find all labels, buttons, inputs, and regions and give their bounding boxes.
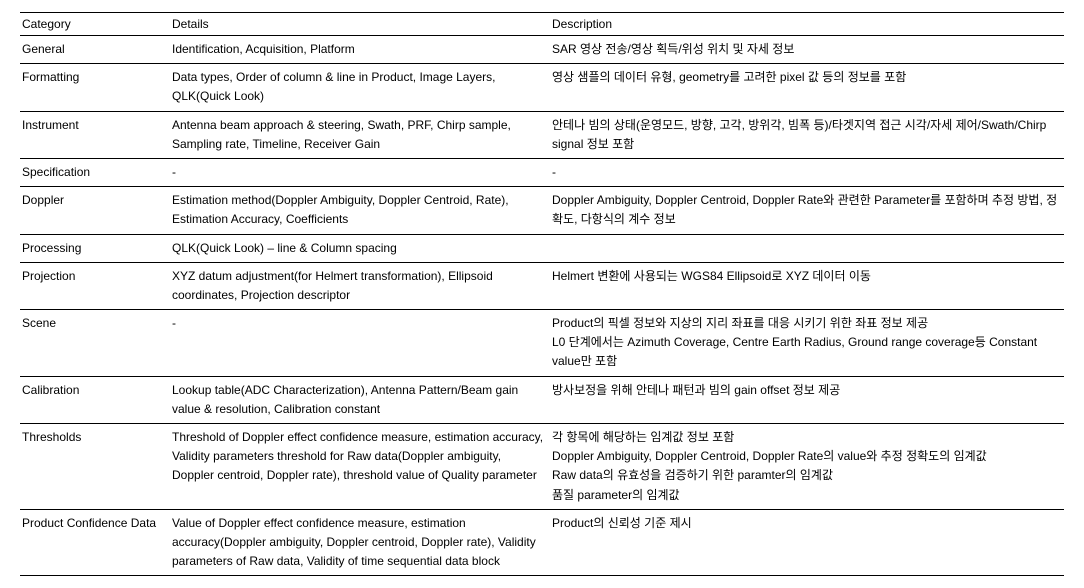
cell-details: Value of Doppler effect confidence measu… bbox=[170, 509, 550, 576]
table-row: Product Confidence DataValue of Doppler … bbox=[20, 509, 1064, 576]
table-body: GeneralIdentification, Acquisition, Plat… bbox=[20, 36, 1064, 576]
cell-details: - bbox=[170, 158, 550, 186]
cell-category: Processing bbox=[20, 234, 170, 262]
cell-category: Doppler bbox=[20, 187, 170, 234]
cell-details: - bbox=[170, 310, 550, 377]
cell-details: Threshold of Doppler effect confidence m… bbox=[170, 424, 550, 510]
table-row: ProcessingQLK(Quick Look) – line & Colum… bbox=[20, 234, 1064, 262]
cell-description: SAR 영상 전송/영상 획득/위성 위치 및 자세 정보 bbox=[550, 36, 1064, 64]
table-row: Specification-- bbox=[20, 158, 1064, 186]
cell-details: Estimation method(Doppler Ambiguity, Dop… bbox=[170, 187, 550, 234]
table-row: Scene-Product의 픽셀 정보와 지상의 지리 좌표를 대응 시키기 … bbox=[20, 310, 1064, 377]
table-row: FormattingData types, Order of column & … bbox=[20, 64, 1064, 111]
cell-category: Product Confidence Data bbox=[20, 509, 170, 576]
spec-table: Category Details Description GeneralIden… bbox=[20, 12, 1064, 576]
table-head: Category Details Description bbox=[20, 13, 1064, 36]
cell-description: 안테나 빔의 상태(운영모드, 방향, 고각, 방위각, 빔폭 등)/타겟지역 … bbox=[550, 111, 1064, 158]
cell-description: 방사보정을 위해 안테나 패턴과 빔의 gain offset 정보 제공 bbox=[550, 376, 1064, 423]
cell-description: 영상 샘플의 데이터 유형, geometry를 고려한 pixel 값 등의 … bbox=[550, 64, 1064, 111]
cell-details: QLK(Quick Look) – line & Column spacing bbox=[170, 234, 550, 262]
cell-details: Data types, Order of column & line in Pr… bbox=[170, 64, 550, 111]
cell-category: Scene bbox=[20, 310, 170, 377]
table-row: ThresholdsThreshold of Doppler effect co… bbox=[20, 424, 1064, 510]
cell-category: Instrument bbox=[20, 111, 170, 158]
col-header-details: Details bbox=[170, 13, 550, 36]
cell-description: 각 항목에 해당하는 임계값 정보 포함Doppler Ambiguity, D… bbox=[550, 424, 1064, 510]
table-row: ProjectionXYZ datum adjustment(for Helme… bbox=[20, 262, 1064, 309]
cell-description: - bbox=[550, 158, 1064, 186]
cell-details: Lookup table(ADC Characterization), Ante… bbox=[170, 376, 550, 423]
cell-description bbox=[550, 234, 1064, 262]
cell-category: General bbox=[20, 36, 170, 64]
cell-category: Thresholds bbox=[20, 424, 170, 510]
cell-description: Helmert 변환에 사용되는 WGS84 Ellipsoid로 XYZ 데이… bbox=[550, 262, 1064, 309]
cell-category: Specification bbox=[20, 158, 170, 186]
cell-details: XYZ datum adjustment(for Helmert transfo… bbox=[170, 262, 550, 309]
col-header-description: Description bbox=[550, 13, 1064, 36]
cell-category: Formatting bbox=[20, 64, 170, 111]
cell-details: Identification, Acquisition, Platform bbox=[170, 36, 550, 64]
cell-category: Projection bbox=[20, 262, 170, 309]
table-row: GeneralIdentification, Acquisition, Plat… bbox=[20, 36, 1064, 64]
cell-description: Product의 픽셀 정보와 지상의 지리 좌표를 대응 시키기 위한 좌표 … bbox=[550, 310, 1064, 377]
cell-description: Doppler Ambiguity, Doppler Centroid, Dop… bbox=[550, 187, 1064, 234]
table-row: CalibrationLookup table(ADC Characteriza… bbox=[20, 376, 1064, 423]
table-row: DopplerEstimation method(Doppler Ambigui… bbox=[20, 187, 1064, 234]
cell-category: Calibration bbox=[20, 376, 170, 423]
cell-details: Antenna beam approach & steering, Swath,… bbox=[170, 111, 550, 158]
col-header-category: Category bbox=[20, 13, 170, 36]
table-row: InstrumentAntenna beam approach & steeri… bbox=[20, 111, 1064, 158]
cell-description: Product의 신뢰성 기준 제시 bbox=[550, 509, 1064, 576]
